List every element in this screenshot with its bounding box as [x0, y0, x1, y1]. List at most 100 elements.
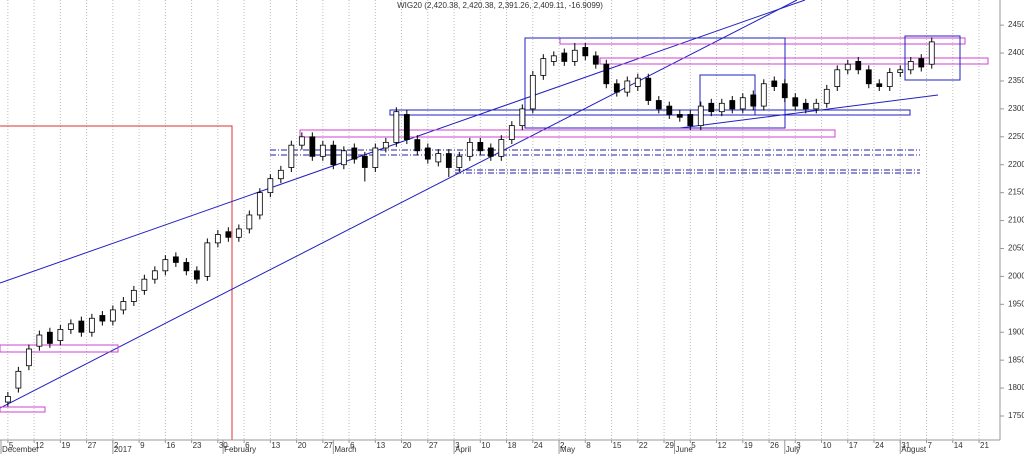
- x-tick-label: 31: [901, 441, 910, 450]
- candle-body: [697, 105, 704, 127]
- y-tick-label: 1800: [1008, 383, 1024, 392]
- y-tick-label: 1900: [1008, 327, 1024, 336]
- candle-body: [802, 102, 809, 110]
- x-tick-label: 8: [586, 441, 591, 450]
- candle-body: [865, 69, 872, 85]
- period-label: May: [560, 445, 575, 454]
- candle-body: [225, 231, 232, 238]
- candle-body: [750, 94, 757, 107]
- candle-body: [687, 114, 694, 127]
- period-label: July: [786, 445, 800, 454]
- candle-body: [666, 105, 673, 115]
- candle-body: [445, 153, 452, 168]
- x-tick-label: 24: [875, 441, 884, 450]
- candle-body: [309, 136, 316, 157]
- candle-body: [498, 139, 505, 157]
- candle-body: [540, 58, 547, 76]
- candle-body: [508, 125, 515, 140]
- candle-body: [25, 348, 32, 367]
- period-label: December: [2, 445, 39, 454]
- candle-body: [424, 147, 431, 160]
- x-tick-label: 20: [403, 441, 412, 450]
- x-tick-label: 12: [35, 441, 44, 450]
- y-tick-label: 2150: [1008, 188, 1024, 197]
- x-tick-label: 20: [298, 441, 307, 450]
- x-tick-label: 2: [560, 441, 565, 450]
- candle-body: [204, 242, 211, 277]
- candle-body: [57, 329, 64, 342]
- candle-body: [99, 315, 106, 322]
- x-tick-label: 29: [665, 441, 674, 450]
- candle-body: [823, 88, 830, 104]
- candle-body: [162, 259, 169, 272]
- x-tick-label: 6: [350, 441, 355, 450]
- period-label: June: [676, 445, 694, 454]
- y-tick-label: 2450: [1008, 20, 1024, 29]
- y-tick-label: 2100: [1008, 216, 1024, 225]
- candle-body: [603, 63, 610, 85]
- x-tick-label: 3: [455, 441, 460, 450]
- candle-body: [456, 155, 463, 168]
- y-tick-label: 2050: [1008, 244, 1024, 253]
- x-tick-label: 19: [61, 441, 70, 450]
- candle-body: [645, 77, 652, 101]
- candle-body: [708, 102, 715, 113]
- candle-body: [613, 83, 620, 93]
- candle-body: [760, 83, 767, 107]
- candle-body: [813, 102, 820, 110]
- candle-body: [361, 155, 368, 168]
- x-tick-label: 19: [744, 441, 753, 450]
- candle-body: [655, 100, 662, 110]
- candle-body: [414, 139, 421, 152]
- x-tick-label: 10: [481, 441, 490, 450]
- red-box: [0, 125, 233, 440]
- period-label: April: [455, 445, 471, 454]
- x-tick-label: 24: [534, 441, 543, 450]
- x-tick-label: 22: [639, 441, 648, 450]
- x-tick-label: 13: [376, 441, 385, 450]
- candle-body: [592, 55, 599, 65]
- x-tick-label: 9: [140, 441, 145, 450]
- candle-body: [435, 153, 442, 163]
- candle-body: [172, 256, 179, 263]
- x-tick-label: 5: [9, 441, 14, 450]
- candle-body: [277, 169, 284, 180]
- candle-body: [151, 270, 158, 280]
- candle-body: [330, 144, 337, 166]
- candle-body: [235, 228, 242, 238]
- candle-body: [15, 370, 22, 389]
- candle-body: [676, 114, 683, 118]
- candle-body: [718, 102, 725, 113]
- candle-body: [183, 262, 190, 272]
- period-label: 2017: [114, 445, 132, 454]
- candle-body: [193, 270, 200, 280]
- candle-body: [918, 58, 925, 68]
- candle-body: [781, 83, 788, 99]
- period-label: August: [901, 445, 927, 454]
- candle-body: [351, 147, 358, 160]
- candle-body: [340, 150, 347, 166]
- candle-body: [4, 396, 11, 403]
- candle-body: [319, 144, 326, 157]
- candle-body: [897, 69, 904, 73]
- candle-body: [855, 61, 862, 71]
- x-tick-label: 27: [324, 441, 333, 450]
- candle-body: [624, 80, 631, 93]
- x-tick-label: 27: [429, 441, 438, 450]
- candles: [4, 37, 935, 407]
- candle-body: [246, 214, 253, 230]
- candle-body: [109, 309, 116, 322]
- period-label: February: [224, 445, 256, 454]
- candle-body: [487, 147, 494, 157]
- x-tick-label: 13: [271, 441, 280, 450]
- y-tick-label: 2250: [1008, 132, 1024, 141]
- y-tick-label: 2350: [1008, 76, 1024, 85]
- candle-body: [907, 61, 914, 71]
- candle-body: [393, 111, 400, 143]
- candle-body: [886, 72, 893, 87]
- candle-body: [834, 69, 841, 87]
- candle-body: [792, 97, 799, 107]
- candle-body: [928, 41, 935, 65]
- candle-body: [130, 289, 137, 302]
